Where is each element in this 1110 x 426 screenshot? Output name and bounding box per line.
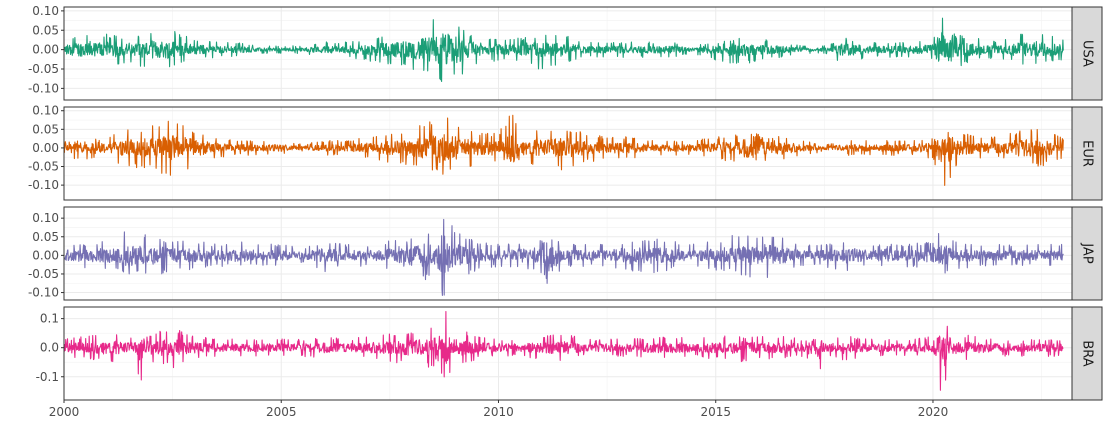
x-tick-label: 2005 — [266, 405, 297, 419]
x-tick-label: 2010 — [483, 405, 514, 419]
x-tick-label: 2020 — [918, 405, 949, 419]
facet-strip — [1071, 306, 1103, 401]
series-line-eur — [63, 114, 1064, 186]
y-tick-label: 0.10 — [32, 211, 59, 225]
y-tick-label: 0.00 — [32, 43, 59, 57]
y-tick-label: 0.00 — [32, 141, 59, 155]
y-tick-label: -0.1 — [36, 370, 59, 384]
y-tick-label: 0.05 — [32, 230, 59, 244]
y-tick-label: -0.10 — [28, 178, 59, 192]
y-tick-label: -0.05 — [28, 62, 59, 76]
y-tick-label: -0.10 — [28, 81, 59, 95]
facet-strip — [1071, 206, 1103, 301]
y-tick-label: -0.05 — [28, 267, 59, 281]
series-line-bra — [63, 310, 1064, 391]
series-line-usa — [63, 17, 1064, 83]
y-tick-label: 0.10 — [32, 104, 59, 118]
y-tick-label: -0.10 — [28, 286, 59, 300]
facet-strip-label: JAP — [1080, 242, 1095, 263]
panel-background — [64, 7, 1072, 100]
facet-strip-label: USA — [1080, 40, 1095, 67]
y-tick-label: 0.05 — [32, 23, 59, 37]
y-tick-label: 0.00 — [32, 248, 59, 262]
panel-background — [64, 107, 1072, 200]
series-line-jap — [63, 218, 1064, 296]
facet-strip — [1071, 106, 1103, 201]
facet-strip-label: BRA — [1080, 340, 1095, 366]
y-tick-label: 0.1 — [40, 312, 59, 326]
y-tick-label: 0.05 — [32, 122, 59, 136]
facet-strip — [1071, 6, 1103, 101]
x-tick-label: 2000 — [49, 405, 80, 419]
x-tick-label: 2015 — [700, 405, 731, 419]
y-tick-label: 0.0 — [40, 341, 59, 355]
y-tick-label: 0.10 — [32, 4, 59, 18]
y-tick-label: -0.05 — [28, 160, 59, 174]
facet-strip-label: EUR — [1080, 140, 1095, 167]
